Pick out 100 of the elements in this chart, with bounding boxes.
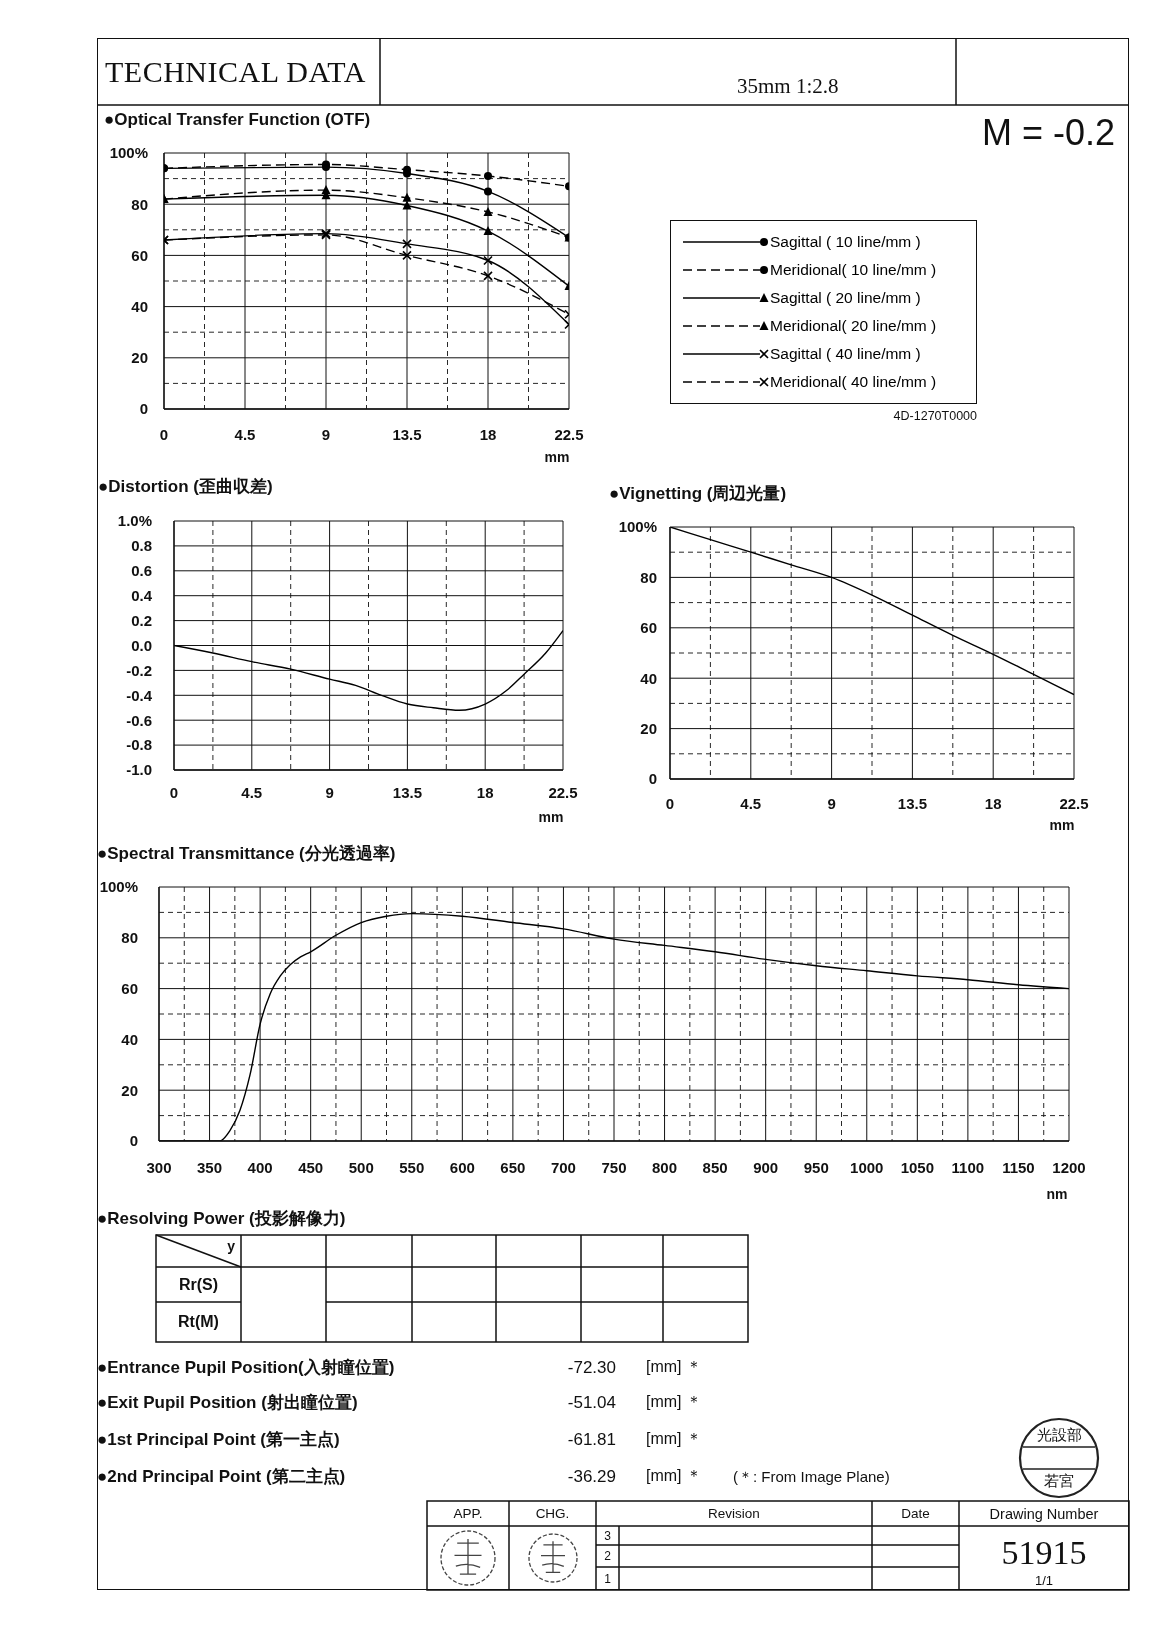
y-tick-label: 0.6 <box>131 562 152 580</box>
y-tick-label: -0.2 <box>126 661 152 679</box>
y-tick-label: 100% <box>99 878 138 896</box>
chart-title: ●Distortion (歪曲収差) <box>98 477 273 496</box>
y-tick-label: -0.8 <box>126 736 152 754</box>
x-tick-label: 300 <box>146 1159 172 1177</box>
y-tick-label: 40 <box>121 1030 138 1048</box>
text: -51.04 <box>566 1392 616 1412</box>
x-tick-label: 700 <box>550 1159 576 1177</box>
text: -36.29 <box>566 1466 616 1486</box>
y-tick-label: 100% <box>618 518 657 536</box>
x-axis-title: mm <box>543 449 571 465</box>
y-tick-label: 60 <box>640 619 657 637</box>
x-tick-label: 750 <box>601 1159 627 1177</box>
text: 1 <box>603 1571 612 1586</box>
x-tick-label: 950 <box>803 1159 829 1177</box>
chart-title: ●Spectral Transmittance (分光透過率) <box>97 844 396 863</box>
text: 3 <box>603 1528 612 1543</box>
text: [mm] ＊ <box>646 1358 702 1375</box>
y-tick-label: 20 <box>121 1081 138 1099</box>
x-tick-label: 0 <box>169 784 179 802</box>
y-tick-label: -0.6 <box>126 711 152 729</box>
x-tick-label: 600 <box>449 1159 475 1177</box>
x-tick-label: 900 <box>753 1159 779 1177</box>
y-tick-label: 0.8 <box>131 537 152 555</box>
text: ●Resolving Power (投影解像力) <box>97 1209 346 1228</box>
text: ●2nd Principal Point (第二主点) <box>97 1466 346 1486</box>
legend-label: Sagittal ( 10 line/mm ) <box>770 233 921 251</box>
y-tick-label: 1.0% <box>117 512 152 530</box>
text: [mm] ＊ <box>646 1430 702 1447</box>
y-tick-label: 0.4 <box>131 587 153 605</box>
text: APP. <box>452 1506 484 1521</box>
x-tick-label: 13.5 <box>392 426 422 444</box>
y-tick-label: 20 <box>640 719 657 737</box>
x-tick-label: 350 <box>197 1159 223 1177</box>
x-tick-label: 9 <box>321 426 331 444</box>
y-tick-label: 0 <box>139 400 148 418</box>
x-tick-label: 4.5 <box>241 784 263 802</box>
x-tick-label: 850 <box>702 1159 728 1177</box>
x-tick-label: 450 <box>298 1159 324 1177</box>
x-tick-label: 13.5 <box>392 784 422 802</box>
chart-title: ●Optical Transfer Function (OTF) <box>104 110 371 129</box>
text: Rr(S) <box>177 1275 220 1293</box>
y-tick-label: 40 <box>131 297 148 315</box>
text: 若宮 <box>1043 1472 1075 1489</box>
text: -72.30 <box>566 1357 616 1377</box>
text: TECHNICAL DATA <box>105 55 366 88</box>
text: CHG. <box>534 1506 571 1521</box>
text: M = -0.2 <box>982 112 1116 153</box>
x-axis-title: nm <box>1045 1186 1069 1202</box>
x-tick-label: 800 <box>652 1159 678 1177</box>
legend-label: Meridional( 10 line/mm ) <box>770 261 937 279</box>
y-tick-label: 100% <box>109 144 148 162</box>
y-tick-label: 0 <box>648 770 657 788</box>
x-tick-label: 9 <box>827 795 836 813</box>
text: Date <box>900 1506 931 1521</box>
text: Revision <box>707 1506 761 1521</box>
x-tick-label: 1100 <box>951 1159 985 1177</box>
x-tick-label: 500 <box>348 1159 374 1177</box>
legend-label: Sagittal ( 20 line/mm ) <box>770 289 921 307</box>
y-tick-label: 40 <box>640 669 657 687</box>
text: ●Exit Pupil Position (射出瞳位置) <box>97 1392 358 1412</box>
y-tick-label: 60 <box>131 246 148 264</box>
x-tick-label: 0 <box>159 426 169 444</box>
x-tick-label: 9 <box>325 784 334 802</box>
y-tick-label: -0.4 <box>126 686 153 704</box>
x-tick-label: 400 <box>247 1159 273 1177</box>
text: [mm] ＊ <box>646 1393 702 1410</box>
text: Rt(M) <box>177 1313 220 1330</box>
x-tick-label: 650 <box>500 1159 526 1177</box>
text: 1/1 <box>1033 1573 1055 1588</box>
y-tick-label: 80 <box>121 929 138 947</box>
text: ●1st Principal Point (第一主点) <box>97 1429 340 1449</box>
legend-label: Meridional( 20 line/mm ) <box>770 317 937 335</box>
x-tick-label: 22.5 <box>548 784 578 802</box>
text: [mm] ＊ <box>646 1467 702 1484</box>
y-tick-label: 80 <box>131 195 148 213</box>
x-tick-label: 13.5 <box>897 795 927 813</box>
chart-title: ●Vignetting (周辺光量) <box>609 484 787 503</box>
x-tick-label: 1000 <box>850 1159 884 1177</box>
x-axis-title: mm <box>1048 817 1076 833</box>
x-tick-label: 22.5 <box>554 426 584 444</box>
y-tick-label: 0 <box>129 1132 138 1150</box>
x-tick-label: 18 <box>476 784 494 802</box>
y-tick-label: 0.0 <box>131 636 152 654</box>
y-tick-label: 0.2 <box>131 611 152 629</box>
x-tick-label: 18 <box>479 426 497 444</box>
x-tick-label: 4.5 <box>740 795 762 813</box>
text: ●Entrance Pupil Position(入射瞳位置) <box>97 1357 395 1377</box>
y-tick-label: -1.0 <box>126 761 152 779</box>
y-tick-label: 60 <box>121 979 138 997</box>
text: (＊: From Image Plane) <box>733 1467 890 1485</box>
text: 光設部 <box>1035 1426 1083 1443</box>
legend-label: Sagittal ( 40 line/mm ) <box>770 345 921 363</box>
x-tick-label: 1050 <box>900 1159 935 1177</box>
text: Drawing Number <box>988 1506 1100 1522</box>
text: 51915 <box>1000 1534 1088 1571</box>
x-tick-label: 550 <box>399 1159 425 1177</box>
y-tick-label: 80 <box>640 568 657 586</box>
x-tick-label: 0 <box>665 795 675 813</box>
